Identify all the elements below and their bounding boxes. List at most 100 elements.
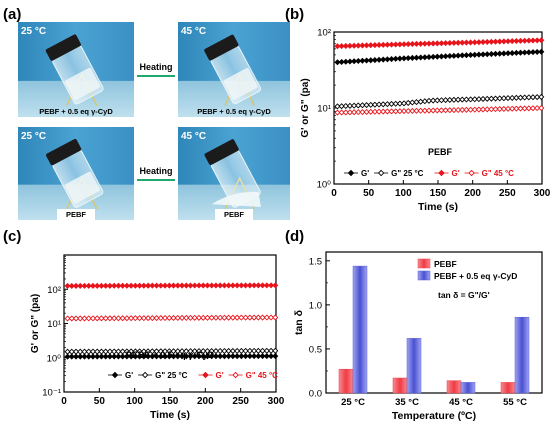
- data-point: [140, 282, 147, 289]
- data-point: [153, 315, 160, 322]
- data-point: [409, 54, 416, 61]
- data-point: [525, 94, 532, 101]
- data-point: [513, 105, 520, 112]
- data-point: [467, 106, 474, 113]
- data-point: [405, 107, 412, 115]
- data-point: [425, 54, 433, 61]
- data-point: [157, 282, 164, 289]
- data-point: [174, 353, 181, 360]
- data-point: [384, 56, 391, 63]
- data-point: [123, 315, 130, 322]
- data-point: [149, 315, 156, 322]
- data-point: [183, 314, 190, 321]
- data-point: [111, 353, 118, 360]
- data-point: [98, 282, 105, 289]
- data-point: [455, 39, 462, 46]
- y-tick-label: 10⁰: [317, 180, 332, 191]
- data-point: [380, 56, 387, 63]
- data-point: [380, 41, 387, 48]
- data-point: [128, 282, 135, 289]
- data-point: [183, 282, 190, 289]
- data-point: [187, 348, 194, 355]
- data-point: [455, 96, 462, 103]
- heating-label-bottom: Heating: [139, 166, 172, 176]
- data-point: [480, 51, 487, 58]
- data-point: [409, 40, 416, 48]
- data-point: [392, 55, 399, 62]
- data-point: [492, 50, 499, 57]
- data-point: [450, 39, 457, 46]
- data-point: [123, 282, 130, 289]
- data-point: [238, 347, 245, 354]
- data-point: [438, 40, 445, 47]
- data-point: [377, 169, 385, 177]
- data-point: [166, 314, 173, 322]
- data-point: [529, 49, 537, 56]
- data-point: [111, 371, 119, 379]
- data-point: [471, 39, 478, 46]
- plot-frame: [325, 251, 543, 394]
- data-point: [77, 282, 84, 289]
- data-point: [102, 315, 109, 322]
- data-point: [204, 353, 211, 360]
- data-point: [376, 56, 383, 63]
- data-point: [463, 106, 470, 113]
- y-tick-label: 10⁰: [47, 353, 62, 364]
- data-point: [94, 315, 101, 322]
- legend-label: G" 45 °C: [482, 169, 515, 178]
- data-point: [77, 315, 84, 322]
- data-point: [232, 371, 239, 379]
- data-point: [396, 55, 403, 62]
- data-point: [225, 353, 232, 360]
- data-point: [106, 353, 113, 360]
- data-point: [162, 348, 169, 355]
- data-point: [217, 353, 224, 360]
- data-point: [380, 101, 387, 108]
- data-point: [153, 282, 160, 289]
- data-point: [85, 315, 92, 322]
- data-point: [504, 95, 512, 102]
- data-point: [371, 42, 378, 49]
- data-series: [334, 93, 545, 110]
- rheology-chart-pebf-cyd: 0 50 100 150 200 250 300 10⁻¹ 10⁰ 10¹ 10² Time (s) G…: [30, 254, 285, 421]
- data-point: [242, 353, 249, 360]
- x-tick-label: 300: [534, 188, 550, 199]
- data-point: [388, 108, 395, 115]
- data-point: [136, 353, 143, 360]
- y-tick-label: 10¹: [47, 319, 61, 330]
- vial: [46, 138, 104, 208]
- legend-label: G': [451, 169, 459, 178]
- data-point: [251, 353, 258, 360]
- data-point: [140, 348, 147, 355]
- data-point: [488, 50, 495, 58]
- x-tick-label: 200: [464, 188, 481, 199]
- data-point: [238, 282, 245, 289]
- data-point: [534, 105, 541, 112]
- y-tick-label: 10⁻¹: [42, 388, 61, 399]
- data-point: [425, 107, 433, 114]
- data-point: [263, 347, 270, 354]
- data-point: [183, 353, 190, 360]
- data-point: [417, 107, 424, 114]
- data-point: [255, 353, 262, 360]
- data-point: [268, 282, 275, 289]
- x-tick-label: 50: [94, 396, 106, 407]
- data-point: [200, 348, 207, 355]
- data-series: [334, 48, 545, 66]
- panel-a-letter: (a): [3, 6, 21, 23]
- data-point: [488, 38, 495, 45]
- vial-photos: 25 °C PEBF + 0.5 eq γ-CyD 45 °C PEBF + 0.5 …: [18, 22, 290, 220]
- data-point: [145, 315, 152, 322]
- data-point: [221, 282, 228, 289]
- data-point: [538, 93, 545, 100]
- data-point: [475, 96, 482, 103]
- temperature-label: 25 °C: [21, 26, 46, 37]
- data-point: [442, 53, 449, 60]
- data-point: [417, 54, 424, 61]
- data-point: [467, 51, 474, 59]
- data-point: [72, 282, 80, 289]
- data-point: [334, 103, 341, 110]
- data-point: [115, 353, 122, 360]
- data-point: [191, 314, 198, 321]
- data-point: [513, 37, 520, 45]
